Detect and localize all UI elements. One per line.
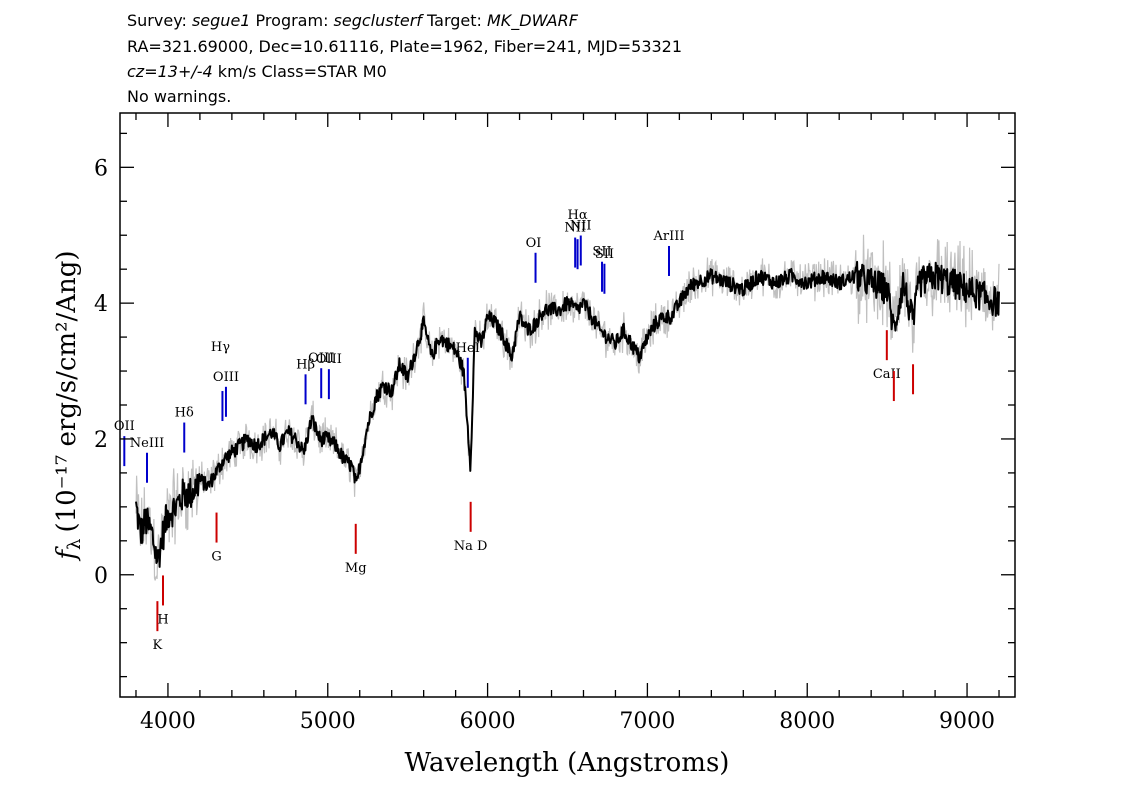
target-value: MK_DWARF	[487, 11, 578, 30]
x-tick-label: 8000	[779, 709, 835, 734]
target-label: Target:	[421, 11, 487, 30]
program-value: segclusterf	[333, 11, 422, 30]
x-tick-label: 4000	[140, 709, 196, 734]
y-tick-label: 0	[94, 564, 108, 589]
y-axis-label-units: (10⁻¹⁷ erg/s/cm²/Ang)	[52, 250, 82, 532]
header-line-1: Survey: segue1 Program: segclusterf Targ…	[127, 12, 578, 30]
flux-series	[135, 260, 1000, 568]
program-label: Program:	[250, 11, 334, 30]
header-line-2: RA=321.69000, Dec=10.61116, Plate=1962, …	[127, 37, 683, 56]
emission-line-label: OI	[526, 236, 542, 251]
emission-line-label: SII	[595, 247, 614, 262]
header-line-4: No warnings.	[127, 87, 232, 106]
plot-frame	[119, 112, 1016, 698]
y-tick-label: 4	[94, 292, 108, 317]
absorption-line-label: Mg	[345, 561, 367, 576]
emission-line-label: OIII	[213, 370, 239, 385]
emission-line-label: ArIII	[652, 229, 684, 244]
absorption-line-label: CaII	[873, 367, 901, 382]
x-tick-label: 9000	[939, 709, 995, 734]
axis-ticks	[120, 113, 1015, 697]
emission-line-label: NII	[570, 219, 592, 234]
survey-label: Survey:	[127, 11, 192, 30]
cz-value: cz=13+/-4	[127, 62, 213, 81]
emission-line-label: Hδ	[175, 406, 194, 421]
emission-line-label: Hγ	[211, 340, 230, 355]
class-text: km/s Class=STAR M0	[212, 62, 387, 81]
x-tick-label: 7000	[619, 709, 675, 734]
absorption-line-label: H	[157, 612, 168, 627]
flux-line	[135, 260, 1000, 568]
emission-line-label: NeIII	[130, 436, 164, 451]
emission-line-label: OIII	[316, 352, 342, 367]
survey-value: segue1	[191, 11, 251, 30]
line-markers: OIINeIIIHδHγOIIIHβOIIIOIIIHeIOINIIHαNIIS…	[114, 208, 915, 653]
y-tick-label: 6	[94, 156, 108, 181]
x-tick-label: 6000	[460, 709, 516, 734]
emission-line-label: HeI	[456, 341, 480, 356]
header-line-3: cz=13+/-4 km/s Class=STAR M0	[127, 63, 387, 81]
absorption-line-label: Na D	[454, 539, 488, 554]
absorption-line-label: K	[153, 638, 163, 653]
emission-line-label: NII	[564, 221, 586, 236]
axis-tick-labels: 4000 5000 6000 7000 8000 9000 0 2 4 6	[94, 156, 995, 734]
y-tick-label: 2	[94, 428, 108, 453]
emission-line-label: SII	[592, 245, 611, 260]
x-tick-label: 5000	[300, 709, 356, 734]
x-axis-label: Wavelength (Angstroms)	[405, 748, 730, 778]
emission-line-label: OIII	[308, 351, 334, 366]
emission-line-label: OII	[114, 419, 135, 434]
y-axis-label-subscript: λ	[64, 539, 85, 550]
noise-band	[135, 234, 1000, 581]
emission-line-label: Hβ	[296, 357, 315, 372]
y-axis-label: fλ(10⁻¹⁷ erg/s/cm²/Ang)	[52, 250, 85, 561]
emission-line-label: Hα	[568, 208, 588, 223]
absorption-line-label: G	[211, 550, 221, 565]
noise-line	[135, 234, 1000, 581]
